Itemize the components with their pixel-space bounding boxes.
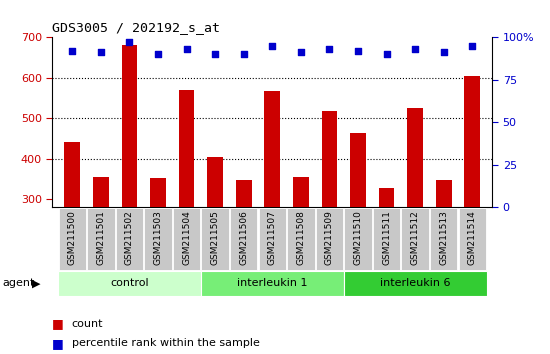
Bar (402, 209, 429, 269)
Point (211, 51, 219, 57)
Bar (430, 209, 458, 269)
Bar (265, 91, 280, 320)
Bar (258, 209, 286, 269)
Text: ■: ■ (52, 337, 64, 350)
Text: interleukin 6: interleukin 6 (380, 278, 450, 288)
Text: GSM211512: GSM211512 (411, 210, 420, 265)
Point (182, 46, 191, 52)
Bar (207, 157, 223, 320)
Point (96, 50, 105, 55)
Point (239, 51, 248, 57)
Text: GSM211500: GSM211500 (68, 210, 77, 265)
Point (354, 48, 362, 53)
Bar (179, 90, 194, 320)
Bar (58, 209, 86, 269)
Bar (201, 209, 229, 269)
Bar (373, 209, 400, 269)
Text: GSM211506: GSM211506 (239, 210, 248, 265)
Bar (344, 271, 487, 296)
Bar (344, 209, 372, 269)
Bar (116, 209, 143, 269)
Bar (436, 179, 452, 320)
Bar (201, 271, 344, 296)
Text: ■: ■ (52, 318, 64, 330)
Text: GSM211507: GSM211507 (268, 210, 277, 265)
Bar (58, 271, 201, 296)
Text: GSM211510: GSM211510 (354, 210, 362, 265)
Bar (464, 76, 480, 320)
Text: GSM211504: GSM211504 (182, 210, 191, 265)
Bar (459, 209, 486, 269)
Point (411, 46, 420, 52)
Bar (150, 178, 166, 320)
Text: GSM211503: GSM211503 (153, 210, 162, 265)
Text: ▶: ▶ (32, 278, 40, 288)
Text: GSM211513: GSM211513 (439, 210, 448, 265)
Bar (64, 142, 80, 320)
Bar (287, 209, 315, 269)
Bar (316, 209, 343, 269)
Text: GSM211511: GSM211511 (382, 210, 391, 265)
Text: GSM211505: GSM211505 (211, 210, 219, 265)
Text: GSM211501: GSM211501 (96, 210, 105, 265)
Text: interleukin 1: interleukin 1 (237, 278, 307, 288)
Point (68, 48, 76, 53)
Bar (407, 108, 423, 320)
Bar (293, 177, 309, 320)
Bar (230, 209, 257, 269)
Bar (122, 45, 138, 320)
Point (325, 46, 334, 52)
Bar (87, 209, 114, 269)
Point (439, 50, 448, 55)
Text: GDS3005 / 202192_s_at: GDS3005 / 202192_s_at (52, 21, 220, 34)
Bar (144, 209, 172, 269)
Point (468, 43, 477, 48)
Bar (93, 177, 109, 320)
Text: control: control (110, 278, 148, 288)
Point (268, 43, 277, 48)
Text: GSM211509: GSM211509 (325, 210, 334, 265)
Point (125, 39, 134, 45)
Text: GSM211502: GSM211502 (125, 210, 134, 265)
Bar (236, 179, 251, 320)
Bar (173, 209, 200, 269)
Bar (322, 111, 337, 320)
Text: GSM211514: GSM211514 (468, 210, 477, 265)
Point (382, 51, 391, 57)
Text: count: count (72, 319, 103, 329)
Bar (379, 188, 394, 320)
Point (153, 51, 162, 57)
Text: GSM211508: GSM211508 (296, 210, 305, 265)
Text: percentile rank within the sample: percentile rank within the sample (72, 338, 260, 348)
Point (296, 50, 305, 55)
Text: agent: agent (3, 278, 35, 288)
Bar (350, 133, 366, 320)
